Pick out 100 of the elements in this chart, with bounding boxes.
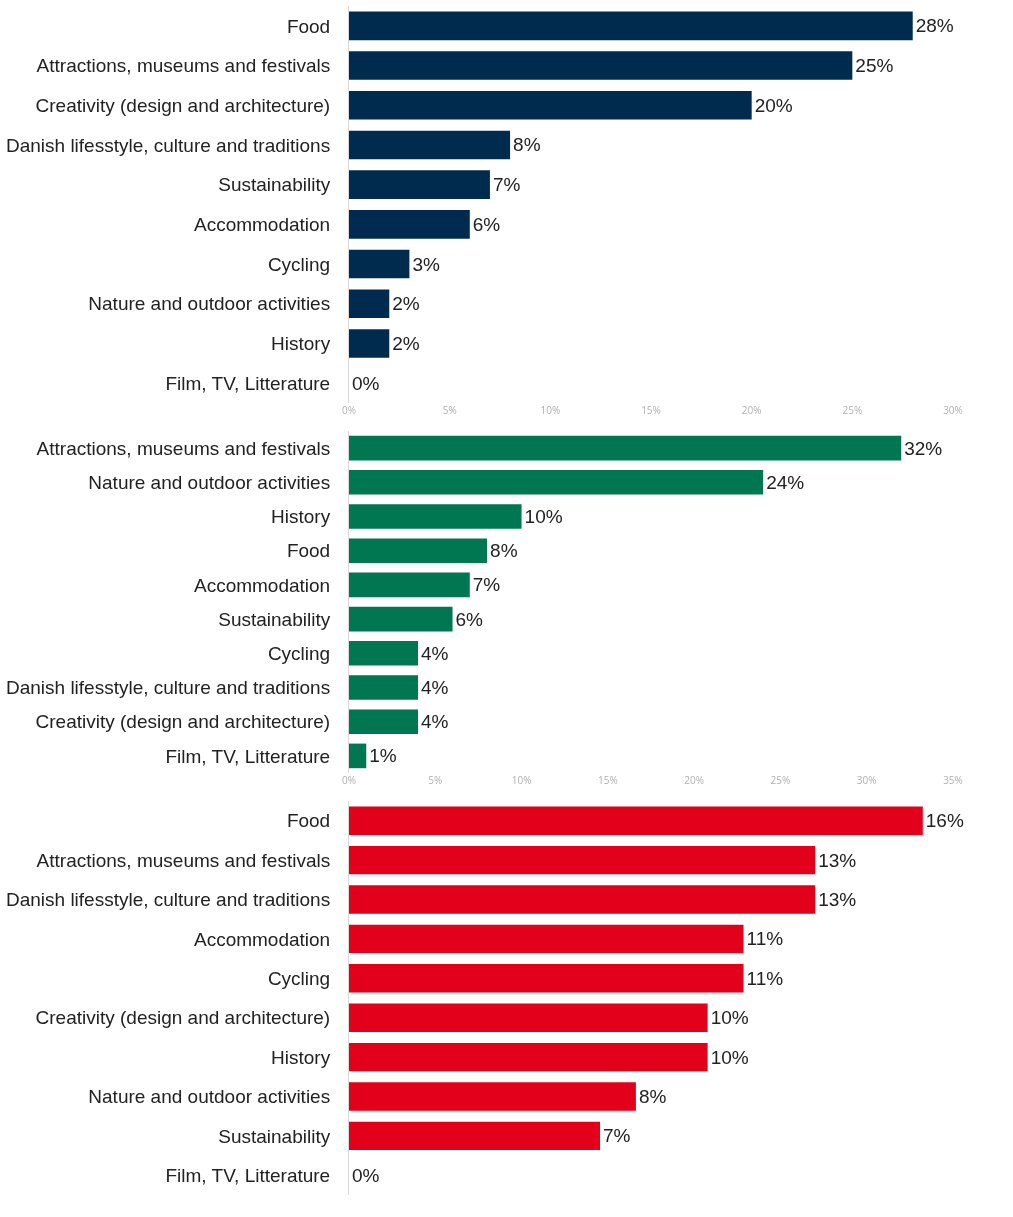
data-label: 6% — [472, 213, 501, 235]
y-tick-label: Creativity (design and architecture) — [35, 94, 331, 116]
bar — [349, 572, 470, 598]
y-tick-label: Danish lifesstyle, culture and traditions — [5, 134, 331, 156]
x-tick-label: 10% — [511, 773, 532, 787]
data-label: 2% — [392, 293, 420, 315]
data-label: 11% — [746, 967, 784, 989]
y-tick-label: Film, TV, Litterature — [165, 1164, 331, 1186]
bar — [349, 1121, 601, 1151]
y-tick-label: Sustainability — [218, 608, 331, 630]
bar — [349, 640, 419, 666]
bar — [349, 504, 522, 529]
data-label: 7% — [492, 174, 521, 196]
x-tick-label: 5% — [442, 403, 457, 417]
data-label: 16% — [925, 810, 964, 832]
y-tick-label: History — [271, 333, 331, 355]
x-tick-label: 35% — [943, 773, 963, 787]
y-tick-label: Creativity (design and architecture) — [35, 1007, 331, 1029]
bar — [349, 51, 853, 80]
data-label: 13% — [818, 889, 857, 910]
x-tick-label: 5% — [428, 773, 443, 787]
data-label: 4% — [421, 677, 449, 698]
bar — [349, 924, 744, 954]
bar — [349, 806, 923, 835]
data-label: 8% — [513, 134, 541, 156]
y-tick-label: Accommodation — [193, 574, 331, 596]
y-tick-label: History — [271, 506, 331, 528]
bar — [349, 90, 752, 120]
bar — [349, 1042, 708, 1072]
data-label: 0% — [352, 372, 380, 394]
data-label: 4% — [421, 642, 449, 664]
data-label: 24% — [766, 471, 805, 493]
data-label: 3% — [412, 253, 440, 275]
y-tick-label: History — [271, 1046, 331, 1068]
data-label: 2% — [392, 332, 420, 354]
y-tick-label: Danish lifesstyle, culture and traditions — [5, 889, 331, 911]
bar — [349, 210, 470, 239]
x-tick-label: 25% — [770, 773, 791, 787]
data-label: 1% — [369, 745, 397, 767]
x-tick-label: 20% — [684, 773, 704, 787]
y-tick-label: Nature and outdoor activities — [88, 471, 331, 493]
x-tick-label: 0% — [342, 773, 356, 787]
data-label: 10% — [524, 506, 563, 527]
bar — [349, 1003, 708, 1032]
bar — [349, 289, 390, 319]
y-tick-label: Sustainability — [218, 174, 331, 196]
y-tick-label: Cycling — [267, 967, 331, 989]
x-tick-label: 0% — [342, 403, 356, 417]
y-tick-label: Accommodation — [193, 928, 331, 950]
bar — [349, 845, 816, 875]
y-tick-label: Attractions, museums and festivals — [36, 849, 331, 871]
y-tick-label: Film, TV, Litterature — [165, 745, 331, 767]
bar — [349, 538, 488, 564]
x-tick-label: 30% — [943, 403, 963, 417]
data-label: 11% — [746, 928, 784, 950]
y-tick-label: Creativity (design and architecture) — [35, 711, 331, 733]
x-tick-label: 30% — [856, 773, 877, 787]
y-tick-label: Accommodation — [193, 214, 331, 235]
y-tick-label: Food — [286, 540, 331, 562]
data-label: 28% — [915, 15, 954, 37]
data-label: 8% — [638, 1086, 667, 1107]
data-label: 32% — [904, 437, 943, 459]
y-tick-label: Nature and outdoor activities — [88, 1086, 331, 1108]
bar — [349, 469, 764, 495]
data-label: 13% — [818, 849, 857, 871]
y-tick-label: Nature and outdoor activities — [88, 293, 331, 315]
x-tick-label: 15% — [641, 403, 661, 417]
data-label: 20% — [754, 94, 793, 116]
bar — [349, 675, 419, 700]
bar — [349, 606, 453, 632]
bar — [349, 130, 511, 160]
data-label: 4% — [421, 711, 449, 733]
bar — [349, 709, 419, 735]
bar — [349, 249, 410, 279]
data-label: 7% — [472, 574, 501, 596]
y-tick-label: Food — [286, 15, 331, 37]
y-tick-label: Cycling — [267, 253, 331, 275]
data-label: 10% — [710, 1046, 749, 1068]
y-tick-label: Attractions, museums and festivals — [36, 437, 331, 459]
bar — [349, 1082, 636, 1111]
data-label: 7% — [603, 1125, 631, 1147]
y-tick-label: Cycling — [267, 642, 331, 664]
data-label: 25% — [855, 55, 894, 77]
x-tick-label: 15% — [598, 773, 618, 787]
bar — [349, 743, 367, 769]
bar — [349, 170, 490, 199]
x-tick-label: 20% — [741, 403, 762, 417]
y-tick-label: Food — [286, 810, 331, 832]
data-label: 6% — [455, 608, 484, 630]
y-tick-label: Film, TV, Litterature — [165, 372, 331, 394]
bar — [349, 885, 816, 914]
y-tick-label: Attractions, museums and festivals — [36, 55, 331, 77]
x-tick-label: 10% — [540, 403, 561, 417]
y-tick-label: Danish lifesstyle, culture and traditions — [5, 677, 331, 699]
data-label: 10% — [710, 1007, 749, 1029]
x-tick-label: 25% — [842, 403, 863, 417]
bar — [349, 11, 913, 41]
bar — [349, 329, 390, 358]
y-tick-label: Sustainability — [218, 1125, 331, 1147]
bar — [349, 435, 902, 461]
